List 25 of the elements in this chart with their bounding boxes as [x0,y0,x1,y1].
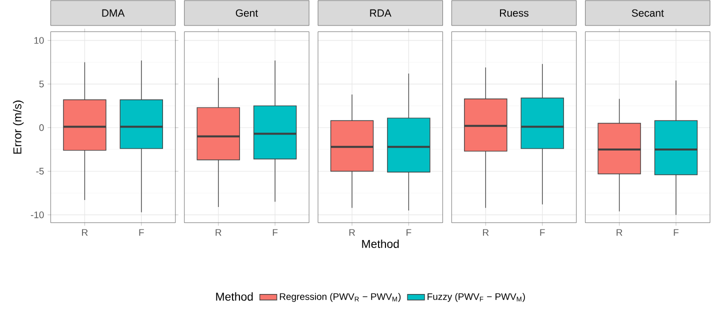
legend-label: Regression (PWV$_{R}$ − PWV$_{M}$) [280,293,401,302]
x-tick-label: F [272,229,278,236]
y-tick-label: 0 [39,124,44,131]
chart-title: Gent [236,9,258,17]
x-tick-label: R [349,229,355,236]
x-tick-label: F [540,229,545,236]
x-tick-label: R [483,229,489,236]
x-tick-label: R [616,229,622,236]
chart-title: RDA [370,9,392,17]
x-tick-label: F [406,229,412,236]
y-axis-title: Error (m/s) [12,100,24,154]
y-tick-label: 10 [34,37,44,44]
x-axis-title: Method [362,240,399,248]
y-tick-label: 5 [39,80,44,88]
x-tick-label: R [216,229,222,236]
x-tick-label: R [82,229,88,236]
legend-title: Method [216,292,253,301]
x-tick-label: F [139,229,144,236]
y-tick-label: -10 [30,212,44,218]
chart-title: DMA [102,9,125,17]
chart-title: Ruess [500,9,528,17]
y-tick-label: -5 [36,168,44,175]
chart-title: Secant [632,9,664,17]
x-tick-label: F [674,229,679,236]
legend-label: Fuzzy (PWV$_{F}$ − PWV$_{M}$) [428,293,525,302]
